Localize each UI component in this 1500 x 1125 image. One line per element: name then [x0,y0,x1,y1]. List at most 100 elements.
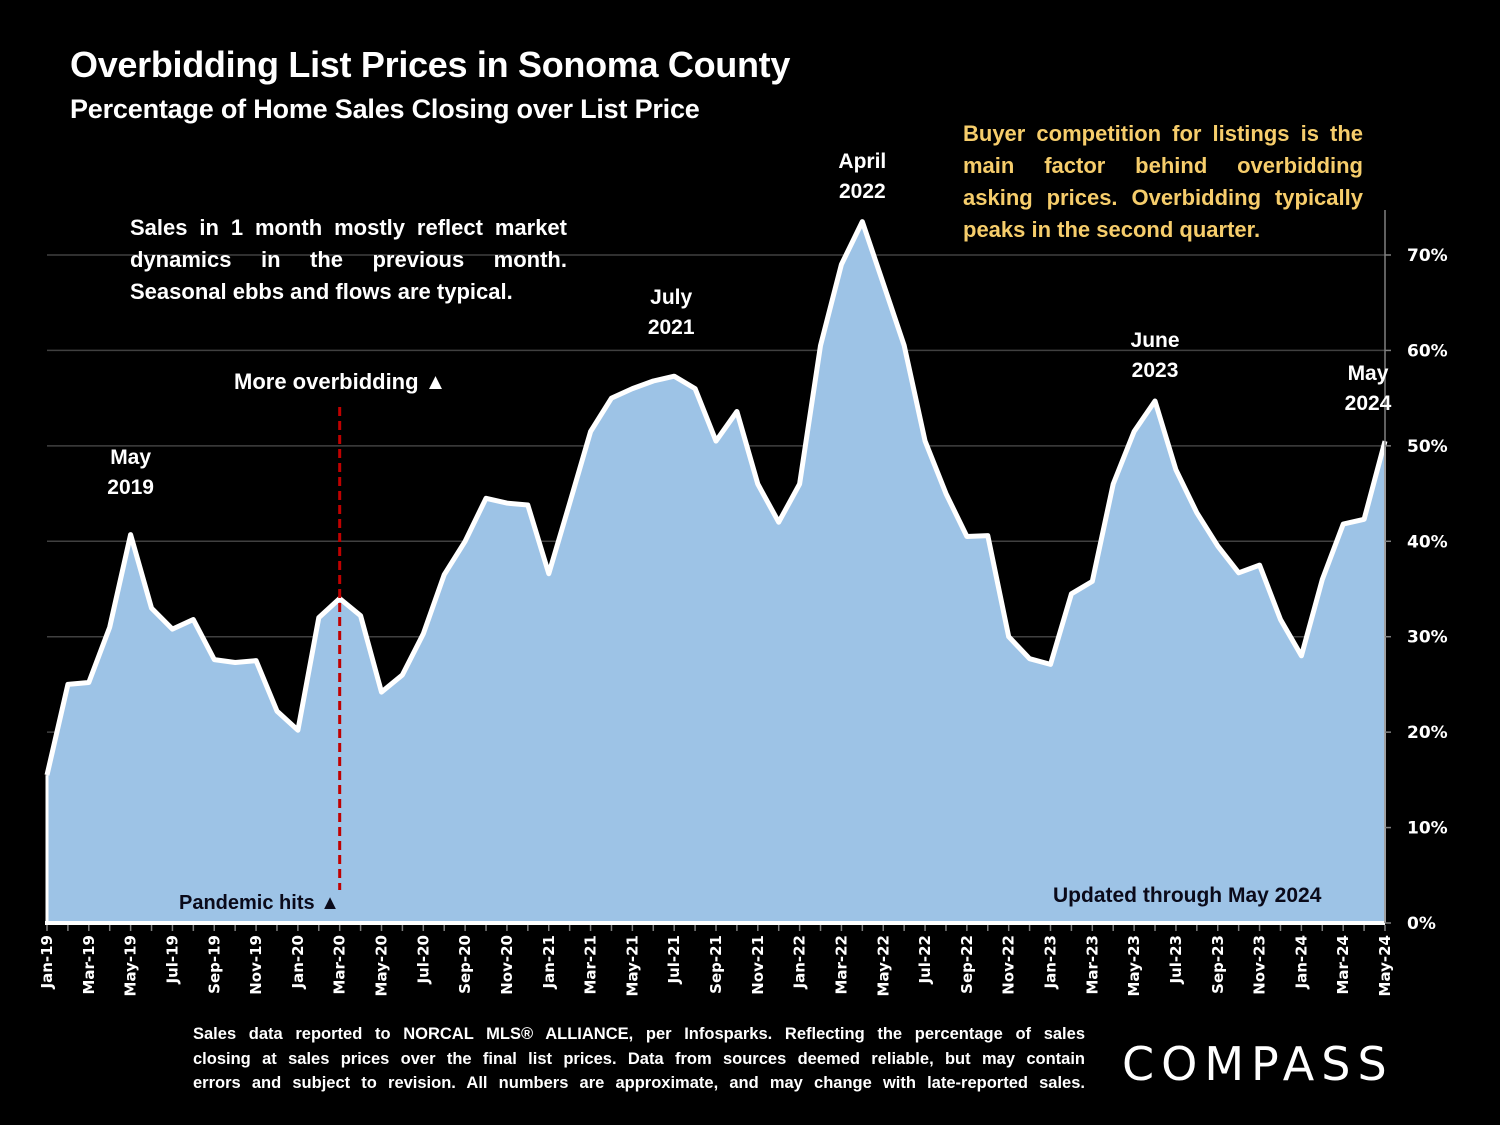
data-point-Dec-22 [1027,656,1032,661]
data-point-Mar-22 [839,262,844,267]
y-tick-label: 50% [1407,437,1448,457]
peak-label-line2: 2023 [1131,358,1179,382]
y-axis: 0% 10% 20% 30% 40% 50% 60% 70% [1384,210,1448,934]
x-tick-label: Jul-21 [665,935,683,985]
x-tick-label: Sep-21 [707,935,725,994]
x-tick-label: Jan-23 [1042,935,1060,989]
x-tick-label: Mar-23 [1083,935,1101,995]
peak-label-june-2023: June 2023 [1100,326,1210,386]
data-point-Jan-23 [1048,662,1053,667]
x-tick-label: Jan-21 [540,935,558,989]
data-point-May-20 [379,690,384,695]
data-point-Feb-19 [65,682,70,687]
peak-label-line2: 2021 [647,316,695,340]
data-point-Jun-19 [149,606,154,611]
x-tick-label: Sep-23 [1209,935,1227,994]
x-tick-label: Sep-20 [456,935,474,994]
x-tick-label: Mar-24 [1334,935,1352,995]
data-point-Aug-20 [442,572,447,577]
data-point-Oct-21 [734,409,739,414]
data-point-Oct-23 [1236,570,1241,575]
peak-label-line1: June [1130,328,1180,352]
data-point-May-19 [128,532,133,537]
chart-title: Overbidding List Prices in Sonoma County [70,44,791,85]
data-point-Apr-19 [107,625,112,630]
disclaimer-line: closing at sales prices over the final l… [193,1049,1085,1068]
y-tick-label: 70% [1407,246,1448,266]
data-point-Sep-22 [964,534,969,539]
series-line [44,219,1388,776]
disclaimer-line: Sales data reported to NORCAL MLS® ALLIA… [193,1025,1085,1043]
data-point-Jul-21 [672,374,677,379]
data-point-Jul-19 [170,627,175,632]
x-tick-label: Nov-23 [1251,935,1269,995]
data-point-Oct-20 [484,496,489,501]
data-point-Jul-23 [1173,467,1178,472]
x-tick-label: Mar-22 [832,935,850,995]
x-tick-label: Jul-23 [1167,935,1185,985]
data-point-May-21 [630,386,635,391]
disclaimer-line: errors and subject to revision. All numb… [193,1074,1085,1092]
data-point-Apr-22 [860,219,865,224]
x-tick-label: May-22 [874,935,892,996]
x-tick-label: May-20 [373,935,391,996]
data-point-Aug-23 [1194,510,1199,515]
data-point-Sep-20 [463,539,468,544]
x-tick-label: Sep-22 [958,935,976,994]
data-point-Apr-21 [609,396,614,401]
data-point-Sep-21 [714,439,719,444]
data-point-Nov-20 [504,501,509,506]
x-tick-label: Jan-24 [1292,935,1310,989]
x-tick-label: Mar-21 [582,935,600,995]
peak-label-april-2022: April 2022 [807,147,917,207]
peak-label-line2: 2019 [107,475,154,499]
data-point-Feb-24 [1320,577,1325,582]
x-tick-label: May-23 [1125,935,1143,996]
seasonal-note: Sales in 1 month mostly reflect market d… [130,215,567,304]
data-point-Mar-24 [1341,522,1346,527]
data-point-Nov-19 [254,658,259,663]
data-point-Mar-20 [337,596,342,601]
source-disclaimer: Sales data reported to NORCAL MLS® ALLIA… [193,1022,1085,1096]
peak-label-line1: July [650,286,693,310]
x-tick-label: Jul-20 [414,935,432,985]
x-tick-label: Nov-19 [247,935,265,995]
peak-label-line1: April [838,149,887,173]
data-point-Dec-21 [776,520,781,525]
peak-label-line1: May [110,445,152,469]
data-point-Feb-22 [818,343,823,348]
data-point-Mar-19 [86,680,91,685]
data-point-Apr-23 [1111,482,1116,487]
data-point-Apr-24 [1362,517,1367,522]
x-tick-label: Jan-22 [791,935,809,989]
data-point-Jan-24 [1299,653,1304,658]
peak-label-line2: 2024 [1344,392,1392,416]
data-point-Jun-23 [1153,398,1158,403]
data-point-Aug-21 [693,386,698,391]
y-tick-label: 0% [1407,914,1436,934]
compass-logo: COMPASS [1122,1037,1394,1091]
y-tick-label: 10% [1407,819,1448,839]
x-tick-label: Jan-19 [38,935,56,989]
y-tick-label: 30% [1407,628,1448,648]
data-point-Nov-21 [755,482,760,487]
x-axis: Jan-19 Mar-19 May-19 Jul-19 Sep-19 Nov-19 Jan-… [38,925,1394,996]
peak-label-july-2021: July 2021 [616,283,726,343]
data-point-Oct-22 [985,533,990,538]
data-point-Feb-20 [316,615,321,620]
x-tick-label: Nov-20 [498,935,516,995]
x-tick-label: May-19 [122,935,140,996]
data-point-Feb-21 [567,501,572,506]
data-point-Jan-22 [797,482,802,487]
x-tick-label: Mar-19 [80,935,98,995]
data-point-Apr-20 [358,613,363,618]
data-point-Sep-19 [212,657,217,662]
more-overbidding-label: More overbidding ▲ [234,369,447,394]
x-tick-label: Nov-21 [749,935,767,995]
data-point-Jan-21 [546,571,551,576]
x-tick-label: May-24 [1376,935,1394,996]
data-point-Oct-19 [233,660,238,665]
area-fill [47,221,1385,924]
peak-label-may-2024: May 2024 [1313,359,1423,419]
